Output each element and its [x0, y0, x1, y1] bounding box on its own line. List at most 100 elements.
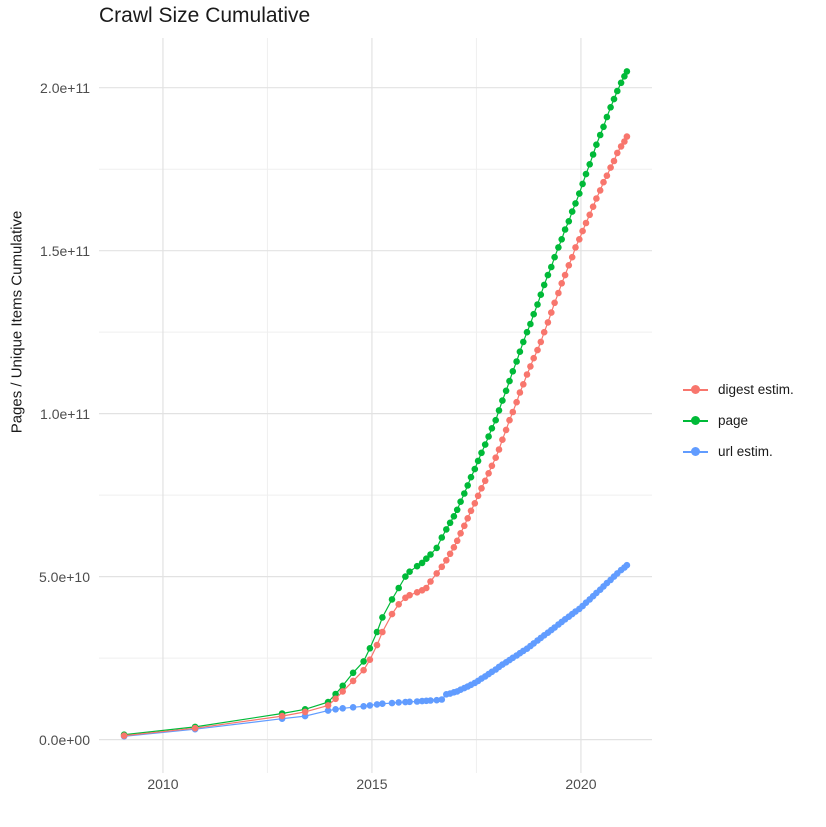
data-point	[446, 550, 454, 558]
data-point	[373, 628, 381, 636]
data-point	[579, 227, 586, 235]
data-point	[450, 544, 458, 551]
data-point	[561, 271, 569, 279]
data-point	[339, 705, 347, 712]
data-point	[471, 465, 479, 473]
data-point	[572, 244, 579, 251]
data-point	[607, 104, 614, 111]
data-point	[600, 123, 607, 131]
data-point	[579, 180, 586, 188]
legend-item-digest-estim: digest estim.	[683, 374, 794, 405]
data-point	[443, 526, 450, 533]
data-point	[427, 551, 434, 558]
data-point	[438, 534, 446, 541]
data-point	[373, 701, 381, 708]
data-point	[572, 200, 579, 207]
data-point	[413, 562, 421, 570]
data-point	[582, 170, 590, 178]
data-point	[551, 253, 558, 261]
data-point	[478, 449, 485, 457]
data-point	[395, 584, 403, 592]
y-tick-label: 1.5e+11	[40, 242, 90, 259]
data-point	[551, 299, 558, 307]
data-point	[586, 211, 593, 219]
data-point	[520, 338, 527, 346]
x-tick-label: 2010	[147, 776, 179, 792]
data-point	[120, 732, 128, 739]
data-point	[596, 131, 604, 139]
data-point	[548, 263, 555, 271]
y-tick-label: 2.0e+11	[40, 79, 90, 96]
data-point	[607, 164, 614, 171]
data-point	[488, 425, 496, 432]
legend-label-url-estim: url estim.	[718, 444, 773, 459]
data-point	[373, 641, 381, 649]
data-point	[301, 708, 309, 716]
data-point	[527, 363, 534, 370]
data-point	[614, 87, 621, 95]
data-point	[576, 236, 583, 243]
data-point	[379, 628, 386, 636]
data-point	[623, 68, 631, 75]
data-point	[423, 584, 430, 592]
data-point	[366, 645, 374, 652]
data-point	[453, 537, 461, 545]
data-point	[481, 477, 489, 485]
data-point	[366, 702, 374, 709]
data-point	[324, 702, 332, 709]
data-point	[427, 578, 434, 585]
data-point	[492, 454, 500, 462]
data-point	[530, 310, 537, 318]
data-point	[509, 408, 517, 416]
data-point	[623, 133, 631, 140]
data-point	[495, 446, 503, 453]
data-point	[516, 348, 524, 356]
data-point	[332, 690, 339, 698]
data-point	[467, 507, 475, 515]
data-point	[464, 515, 472, 522]
data-point	[621, 138, 628, 145]
legend-key-url-estim-icon	[683, 447, 708, 457]
x-tick-label: 2020	[565, 776, 597, 792]
data-point	[516, 389, 524, 396]
data-point	[388, 610, 396, 618]
legend-label-digest-estim: digest estim.	[718, 382, 794, 397]
data-point	[523, 371, 531, 378]
data-point	[537, 338, 545, 346]
data-point	[457, 498, 464, 506]
legend-item-page: page	[683, 405, 794, 436]
y-tick-label: 0.0e+00	[39, 731, 90, 748]
data-point	[506, 377, 513, 385]
data-point	[360, 703, 367, 710]
data-point	[438, 563, 446, 571]
data-point	[520, 381, 527, 388]
data-point	[527, 320, 534, 328]
data-point	[467, 473, 475, 481]
legend: digest estim. page url estim.	[683, 374, 794, 467]
data-point	[324, 707, 332, 714]
data-point	[488, 462, 496, 470]
data-point	[610, 95, 618, 103]
data-point	[506, 416, 513, 424]
series-digest-estim	[120, 133, 631, 739]
data-point	[395, 699, 403, 706]
data-point	[433, 696, 441, 704]
data-point	[485, 470, 492, 477]
data-point	[565, 218, 573, 225]
data-point	[191, 724, 199, 732]
data-point	[402, 573, 409, 580]
data-point	[502, 387, 510, 395]
data-point	[540, 281, 548, 289]
data-point	[433, 544, 441, 552]
data-point	[492, 416, 500, 424]
data-point	[406, 568, 413, 575]
data-point	[603, 172, 611, 179]
data-point	[413, 589, 421, 596]
data-point	[596, 187, 604, 194]
data-point	[623, 561, 631, 569]
y-tick-label: 1.0e+11	[40, 405, 90, 422]
data-point	[621, 73, 628, 80]
data-point	[339, 688, 347, 695]
